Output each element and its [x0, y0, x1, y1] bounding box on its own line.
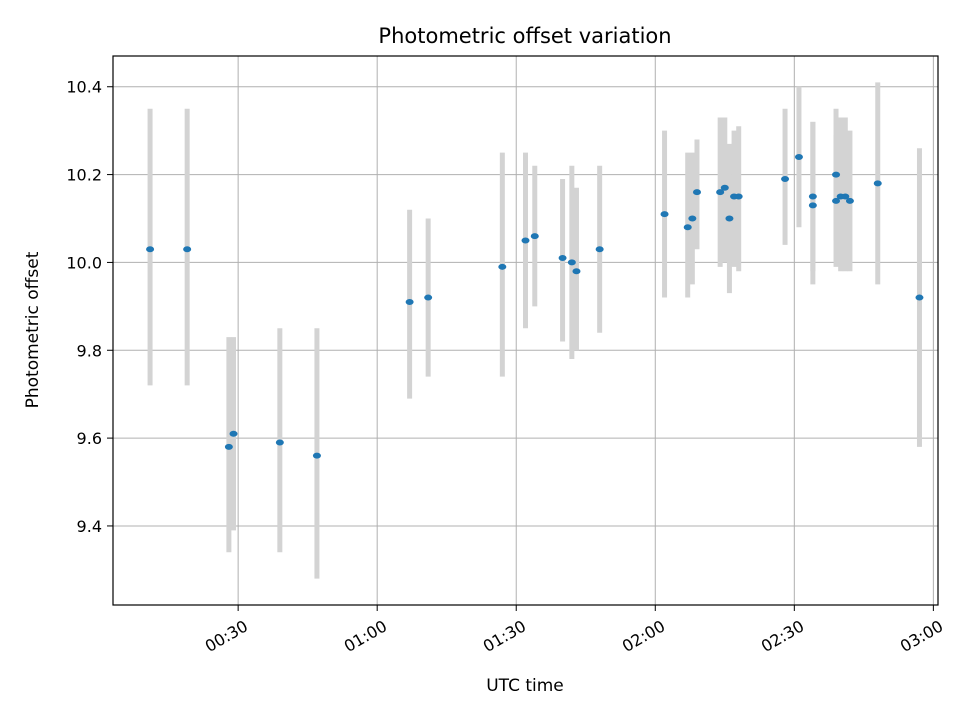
- data-point: [498, 263, 507, 270]
- data-point: [841, 193, 850, 200]
- data-point: [183, 246, 192, 253]
- x-axis-label: UTC time: [486, 676, 564, 696]
- y-tick-label: 10.0: [66, 253, 102, 272]
- data-point: [781, 175, 790, 182]
- y-tick-label: 9.6: [77, 429, 102, 448]
- chart-title: Photometric offset variation: [378, 24, 671, 48]
- y-tick-label: 9.8: [77, 341, 102, 360]
- data-point: [683, 224, 692, 231]
- data-point: [312, 452, 321, 459]
- data-point: [720, 184, 729, 191]
- data-point: [794, 154, 803, 161]
- data-point: [692, 189, 701, 196]
- data-point: [808, 202, 817, 209]
- y-axis-label: Photometric offset: [23, 251, 43, 408]
- data-point: [567, 259, 576, 266]
- data-point: [521, 237, 530, 244]
- y-axis: 9.4 9.6 9.8 10.0 10.2 10.4: [66, 78, 113, 536]
- data-point: [530, 233, 539, 240]
- grid: [113, 56, 938, 605]
- data-point: [405, 298, 414, 305]
- data-point: [832, 171, 841, 178]
- data-point: [660, 211, 669, 218]
- data-point: [873, 180, 882, 187]
- data-point: [424, 294, 433, 301]
- y-tick-label: 10.2: [66, 166, 102, 185]
- data-point: [229, 430, 238, 437]
- data-point: [845, 197, 854, 204]
- data-point: [688, 215, 697, 222]
- data-point: [224, 443, 233, 450]
- data-point: [808, 193, 817, 200]
- data-point: [832, 197, 841, 204]
- data-point: [734, 193, 743, 200]
- data-point: [725, 215, 734, 222]
- data-point: [915, 294, 924, 301]
- y-tick-label: 9.4: [77, 517, 102, 536]
- data-point: [572, 268, 581, 275]
- plot-frame: [112, 55, 939, 606]
- data-point: [275, 439, 284, 446]
- data-points: [146, 154, 924, 459]
- data-point: [716, 189, 725, 196]
- data-point: [146, 246, 155, 253]
- data-point: [595, 246, 604, 253]
- y-tick-label: 10.4: [66, 78, 102, 97]
- data-point: [558, 255, 567, 262]
